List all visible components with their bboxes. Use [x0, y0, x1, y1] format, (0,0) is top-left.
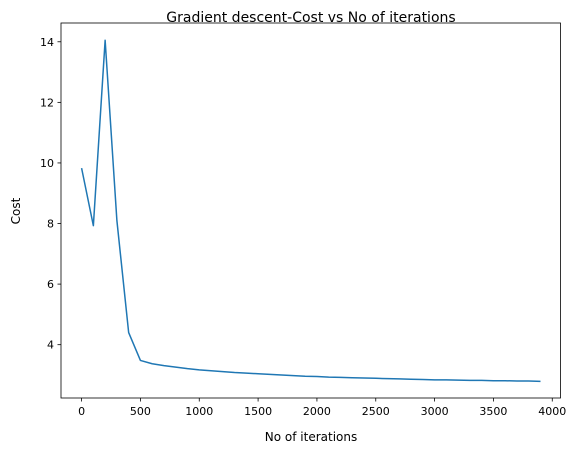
x-axis-label: No of iterations — [265, 430, 357, 444]
x-tick-label: 4000 — [538, 405, 566, 418]
y-tick-label: 14 — [40, 36, 54, 49]
series-line-0 — [82, 40, 541, 381]
y-axis-label: Cost — [9, 197, 23, 224]
x-tick-label: 3000 — [421, 405, 449, 418]
x-tick-label: 500 — [130, 405, 151, 418]
y-tick-label: 4 — [47, 339, 54, 352]
x-tick-label: 3500 — [479, 405, 507, 418]
y-tick-label: 12 — [40, 96, 54, 109]
x-tick-label: 1500 — [244, 405, 272, 418]
x-tick-label: 0 — [78, 405, 85, 418]
chart-title: Gradient descent-Cost vs No of iteration… — [166, 10, 455, 26]
plot-frame — [61, 23, 561, 398]
x-tick-label: 2000 — [303, 405, 331, 418]
y-tick-label: 6 — [47, 278, 54, 291]
x-tick-label: 2500 — [362, 405, 390, 418]
x-tick-label: 1000 — [185, 405, 213, 418]
y-tick-label: 10 — [40, 157, 54, 170]
y-tick-label: 8 — [47, 218, 54, 231]
